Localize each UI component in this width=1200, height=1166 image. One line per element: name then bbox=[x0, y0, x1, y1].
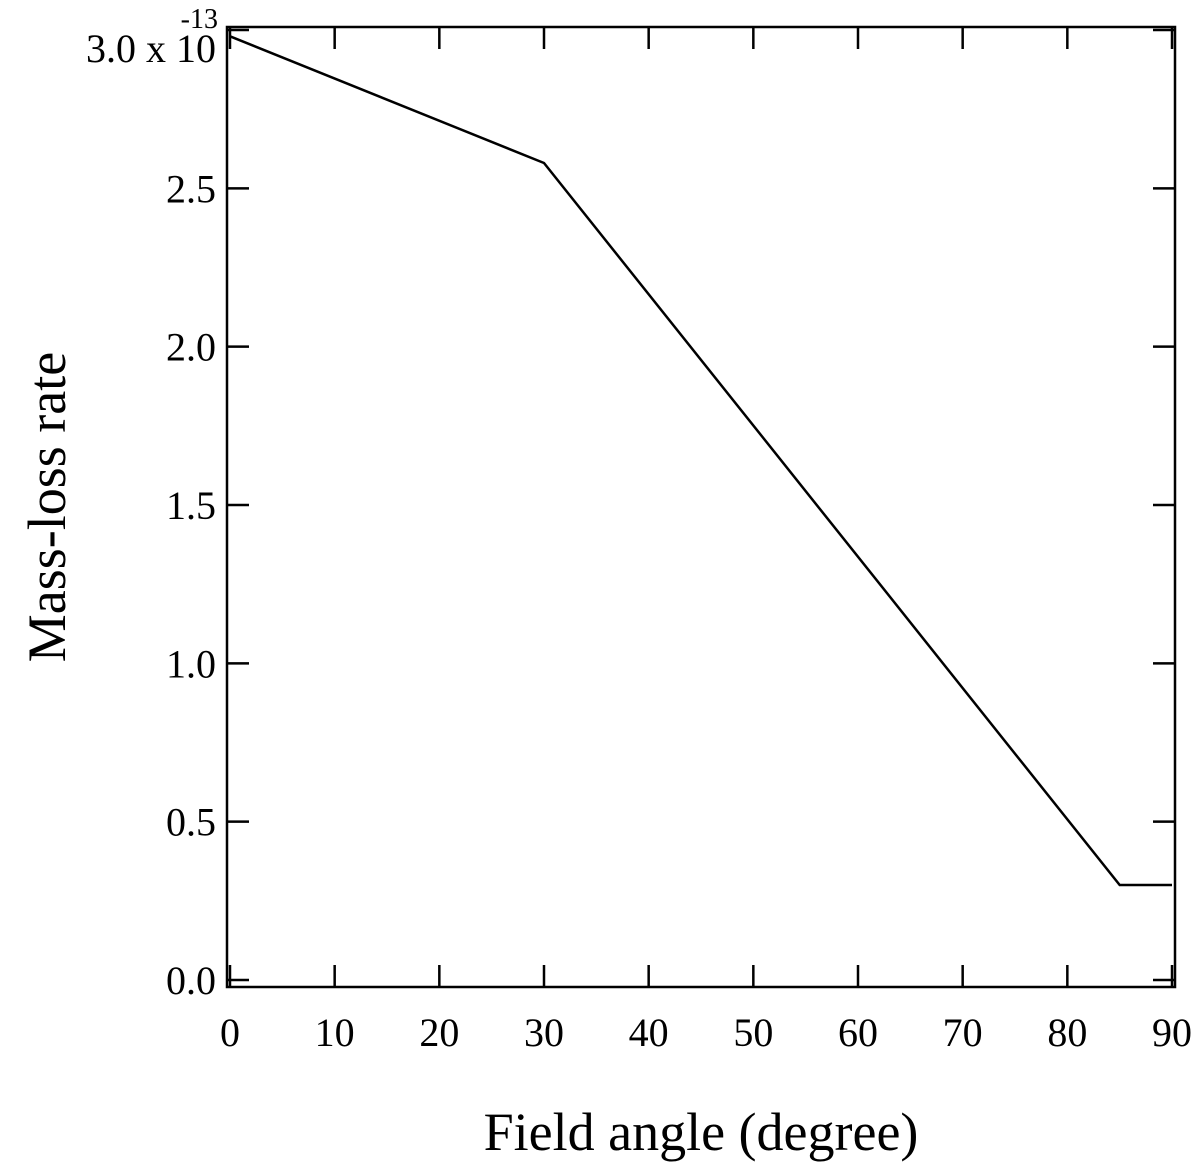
y-tick-label: 0.5 bbox=[166, 800, 216, 845]
x-axis-tick-labels: 0 10 20 30 40 50 60 70 80 90 bbox=[220, 1010, 1192, 1055]
series-group bbox=[229, 35, 1172, 887]
series-line bbox=[229, 35, 1172, 887]
plot-frame bbox=[225, 25, 1177, 989]
x-axis-label: Field angle (degree) bbox=[484, 1102, 919, 1162]
x-tick-label: 60 bbox=[838, 1010, 878, 1055]
x-axis-ticks bbox=[228, 27, 1174, 987]
x-tick-label: 70 bbox=[943, 1010, 983, 1055]
x-tick-label: 90 bbox=[1152, 1010, 1192, 1055]
x-tick-label: 10 bbox=[315, 1010, 355, 1055]
y-tick-label: 0.0 bbox=[166, 958, 216, 1003]
x-tick-label: 0 bbox=[220, 1010, 240, 1055]
y-scale-exponent: -13 bbox=[181, 4, 218, 35]
y-tick-label: 1.5 bbox=[166, 483, 216, 528]
y-tick-label: 2.0 bbox=[166, 325, 216, 370]
y-tick-label: 1.0 bbox=[166, 641, 216, 686]
y-tick-label: 2.5 bbox=[166, 166, 216, 211]
x-tick-label: 50 bbox=[733, 1010, 773, 1055]
x-tick-label: 30 bbox=[524, 1010, 564, 1055]
y-axis-tick-labels: 0.0 0.5 1.0 1.5 2.0 2.5 3.0 x 10-13 bbox=[86, 4, 218, 1003]
y-axis-label: Mass-loss rate bbox=[17, 352, 77, 662]
y-axis-ticks bbox=[227, 28, 1175, 982]
x-tick-label: 40 bbox=[629, 1010, 669, 1055]
y-tick-label-top: 3.0 x 10 bbox=[86, 26, 216, 71]
x-tick-label: 20 bbox=[419, 1010, 459, 1055]
x-tick-label: 80 bbox=[1047, 1010, 1087, 1055]
